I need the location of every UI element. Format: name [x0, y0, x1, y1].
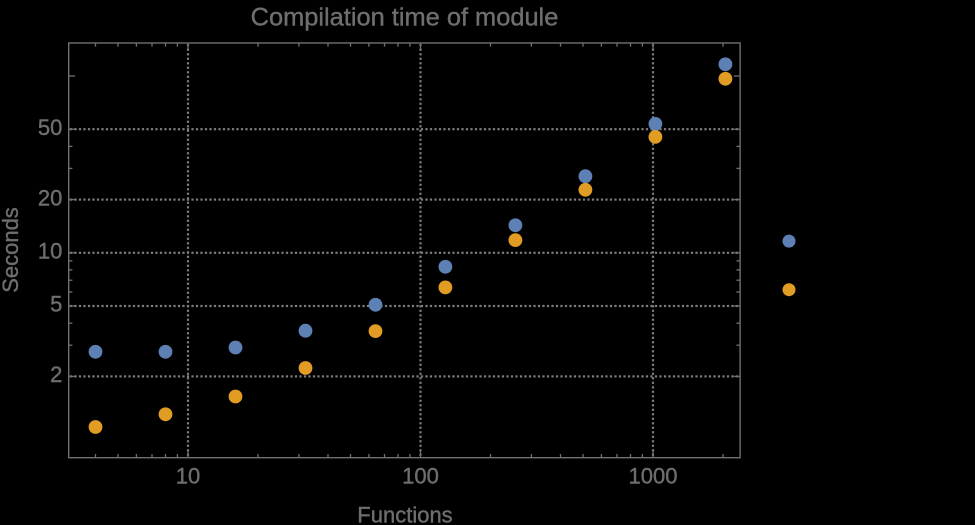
svg-text:10: 10	[176, 463, 200, 488]
svg-text:Compilation time of module: Compilation time of module	[251, 3, 559, 31]
svg-text:5: 5	[50, 292, 62, 317]
svg-text:100: 100	[402, 463, 439, 488]
svg-text:10: 10	[38, 239, 62, 264]
svg-text:1000: 1000	[629, 463, 678, 488]
svg-text:Seconds: Seconds	[0, 207, 23, 293]
svg-text:Functions: Functions	[357, 503, 452, 525]
svg-text:2: 2	[50, 362, 62, 387]
svg-text:50: 50	[38, 115, 62, 140]
svg-text:20: 20	[38, 185, 62, 210]
